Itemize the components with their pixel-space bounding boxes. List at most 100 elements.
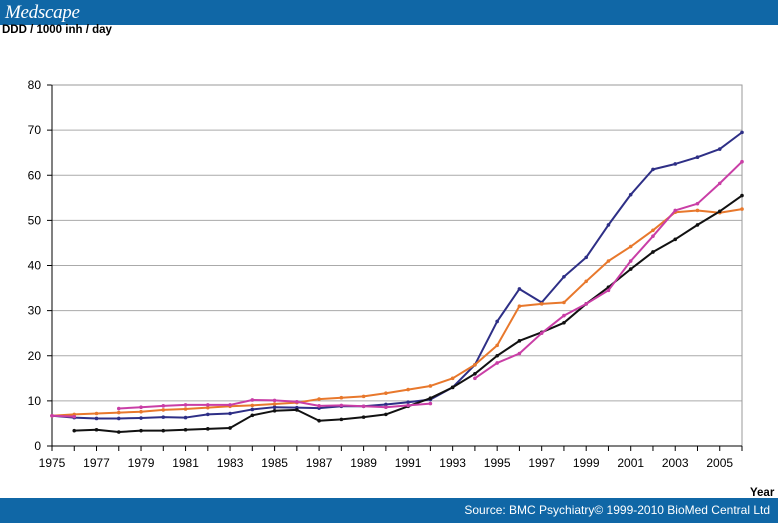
data-point [272,402,277,406]
data-point [116,416,121,421]
data-point [384,402,388,407]
data-point [606,288,611,293]
data-point [183,415,188,420]
data-point [628,244,633,249]
data-point [228,426,232,430]
data-point [406,403,410,408]
data-point [695,201,700,206]
data-point [206,403,210,407]
data-point [717,147,722,151]
data-point [72,414,77,419]
x-tick-label: 1977 [83,456,110,470]
data-point [584,279,588,284]
top-banner: Medscape [0,0,778,25]
data-point [317,397,321,401]
data-point [562,313,566,318]
data-point [651,228,655,233]
data-point [272,398,277,403]
y-tick-label: 80 [28,78,42,92]
data-point [116,406,121,411]
x-tick-label: 1979 [128,456,155,470]
data-point [673,237,678,242]
data-point [651,167,655,172]
data-point [361,394,366,399]
data-point [717,181,722,186]
x-tick-label: 1989 [350,456,377,470]
data-point [295,408,299,412]
series-line [51,414,75,418]
x-tick-label: 1985 [261,456,288,470]
data-point [651,250,655,254]
data-point [428,384,433,388]
data-point [473,376,477,381]
data-point [473,362,477,367]
data-point [361,415,366,419]
data-point [94,411,99,416]
data-point [250,407,255,412]
data-point [250,413,255,418]
data-point [406,400,410,405]
data-point [628,192,633,197]
data-point [384,405,388,409]
data-point [339,403,344,408]
y-tick-label: 10 [28,394,42,408]
data-point [206,405,210,410]
data-point [740,193,744,198]
data-point [161,408,166,412]
x-tick-label: 1991 [395,456,422,470]
data-point [317,404,321,408]
x-tick-label: 1997 [528,456,555,470]
data-point [562,274,566,279]
data-point [139,409,143,414]
data-point [517,339,522,343]
data-point [428,401,433,406]
data-point [740,130,744,135]
data-point [228,411,232,416]
data-point [673,208,678,213]
x-tick-label: 2001 [617,456,644,470]
data-point [517,287,522,291]
data-point [717,209,722,214]
x-tick-label: 1975 [39,456,66,470]
bottom-banner: Source: BMC Psychiatry© 1999-2010 BioMed… [0,498,778,523]
series-line [51,208,743,417]
x-tick-label: 1993 [439,456,466,470]
series-line [474,160,743,380]
data-point [495,343,499,348]
data-point [72,428,77,433]
y-tick-label: 50 [28,213,42,227]
data-point [584,255,588,260]
data-point [94,416,99,421]
data-point [50,413,54,418]
data-point [250,398,255,402]
data-point [139,428,143,433]
data-point [539,331,544,335]
data-point [116,410,121,415]
data-point [740,159,744,164]
y-tick-label: 70 [28,123,42,137]
data-point [384,391,388,396]
data-point [651,234,655,238]
y-tick-label: 0 [34,439,41,453]
source-credit: Source: BMC Psychiatry© 1999-2010 BioMed… [464,503,770,517]
data-point [695,208,700,213]
y-tick-label: 30 [28,304,42,318]
data-point [406,387,410,392]
x-tick-label: 1983 [217,456,244,470]
data-point [695,223,700,227]
data-point [495,361,499,365]
data-point [628,259,633,263]
data-point [517,304,522,308]
data-point [228,403,232,407]
data-point [361,404,366,409]
data-point [272,405,277,409]
data-point [161,415,166,419]
data-point [139,405,143,409]
data-point [584,302,588,306]
data-point [116,430,121,434]
data-point [450,385,455,390]
data-point [161,428,166,433]
series-line [51,131,743,420]
data-point [161,404,166,408]
